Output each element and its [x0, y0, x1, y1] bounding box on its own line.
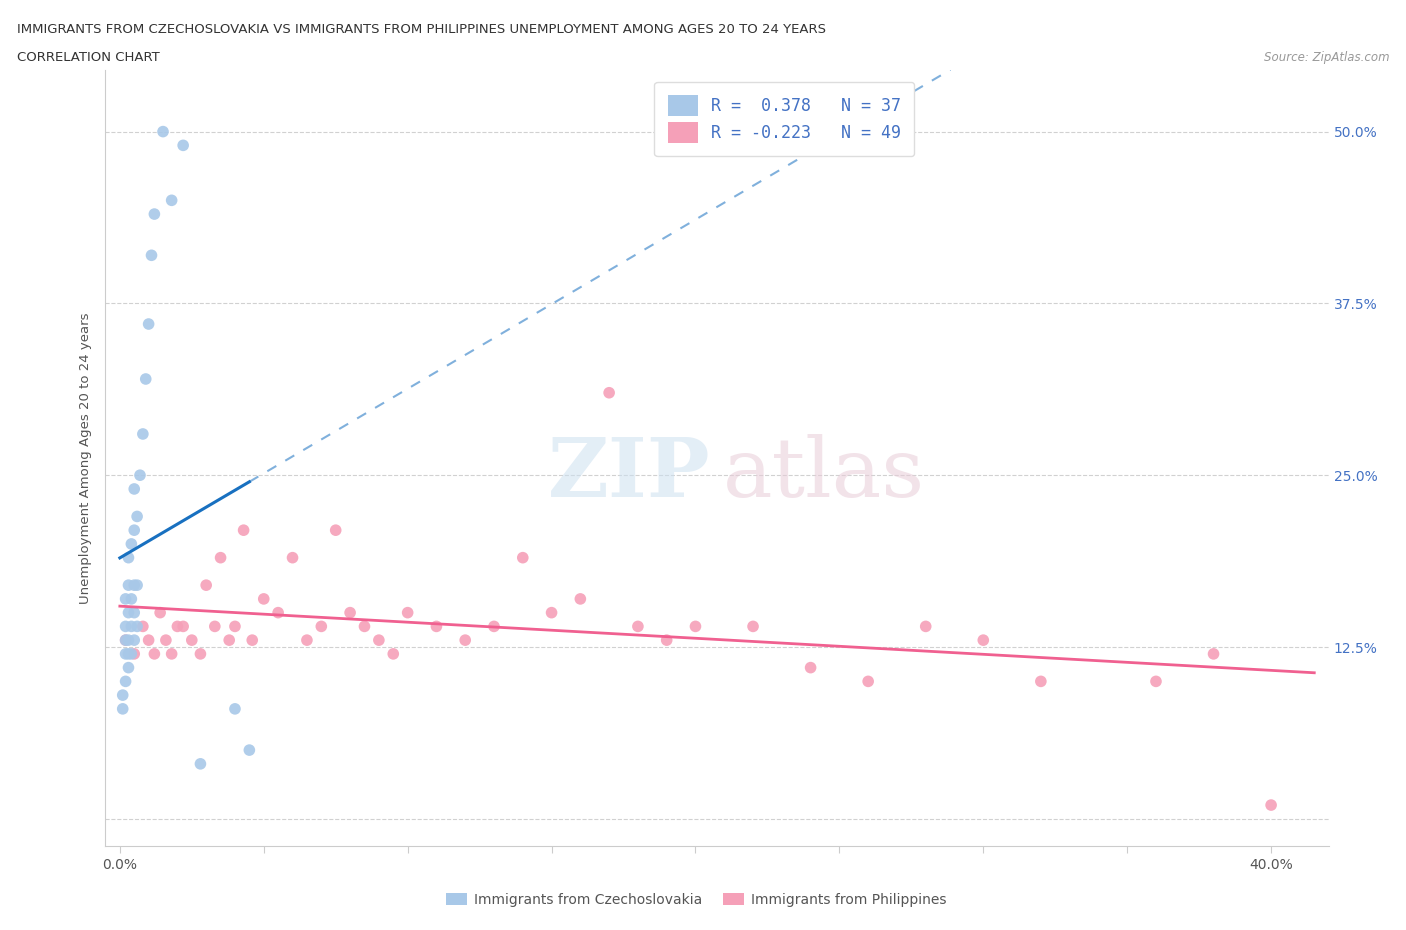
Point [972, 632, 994, 647]
Point [281, 551, 304, 565]
Point [311, 619, 333, 634]
Point [655, 632, 678, 647]
Point [267, 605, 290, 620]
Point [204, 619, 226, 634]
Point [114, 674, 136, 689]
Point [127, 578, 149, 592]
Text: CORRELATION CHART: CORRELATION CHART [17, 51, 160, 64]
Point [856, 674, 879, 689]
Point [117, 632, 139, 647]
Point [1029, 674, 1052, 689]
Point [367, 632, 389, 647]
Point [117, 578, 139, 592]
Point [224, 701, 246, 716]
Point [120, 619, 142, 634]
Point [114, 632, 136, 647]
Point [132, 619, 155, 634]
Point [149, 605, 172, 620]
Point [122, 632, 145, 647]
Point [232, 523, 254, 538]
Point [540, 605, 562, 620]
Point [143, 206, 166, 221]
Point [117, 646, 139, 661]
Legend: R =  0.378   N = 37, R = -0.223   N = 49: R = 0.378 N = 37, R = -0.223 N = 49 [654, 82, 914, 156]
Legend: Immigrants from Czechoslovakia, Immigrants from Philippines: Immigrants from Czechoslovakia, Immigran… [446, 893, 946, 907]
Point [160, 646, 183, 661]
Point [166, 619, 188, 634]
Point [160, 193, 183, 207]
Point [425, 619, 447, 634]
Point [190, 646, 212, 661]
Point [180, 632, 202, 647]
Point [114, 591, 136, 606]
Text: Source: ZipAtlas.com: Source: ZipAtlas.com [1264, 51, 1389, 64]
Point [138, 316, 160, 331]
Point [141, 248, 163, 263]
Point [396, 605, 419, 620]
Point [129, 468, 152, 483]
Point [155, 632, 177, 647]
Point [132, 427, 155, 442]
Y-axis label: Unemployment Among Ages 20 to 24 years: Unemployment Among Ages 20 to 24 years [79, 312, 93, 604]
Point [339, 605, 361, 620]
Point [253, 591, 276, 606]
Point [135, 372, 157, 387]
Point [172, 138, 194, 153]
Point [190, 756, 212, 771]
Point [120, 537, 142, 551]
Point [742, 619, 765, 634]
Point [195, 578, 218, 592]
Point [120, 591, 142, 606]
Point [240, 632, 263, 647]
Point [114, 646, 136, 661]
Point [800, 660, 823, 675]
Point [914, 619, 936, 634]
Point [382, 646, 405, 661]
Point [122, 523, 145, 538]
Point [117, 605, 139, 620]
Point [127, 619, 149, 634]
Point [172, 619, 194, 634]
Point [627, 619, 650, 634]
Point [1144, 674, 1167, 689]
Point [295, 632, 318, 647]
Text: IMMIGRANTS FROM CZECHOSLOVAKIA VS IMMIGRANTS FROM PHILIPPINES UNEMPLOYMENT AMONG: IMMIGRANTS FROM CZECHOSLOVAKIA VS IMMIGR… [17, 23, 825, 36]
Point [152, 125, 174, 140]
Point [482, 619, 505, 634]
Point [218, 632, 240, 647]
Point [598, 385, 620, 400]
Point [117, 660, 139, 675]
Point [454, 632, 477, 647]
Text: atlas: atlas [723, 433, 925, 513]
Point [122, 482, 145, 497]
Point [138, 632, 160, 647]
Point [353, 619, 375, 634]
Point [114, 619, 136, 634]
Text: ZIP: ZIP [548, 433, 711, 513]
Point [1202, 646, 1225, 661]
Point [114, 632, 136, 647]
Point [111, 687, 134, 702]
Point [325, 523, 347, 538]
Point [685, 619, 707, 634]
Point [512, 551, 534, 565]
Point [1260, 798, 1282, 813]
Point [569, 591, 592, 606]
Point [127, 509, 149, 524]
Point [238, 743, 260, 758]
Point [143, 646, 166, 661]
Point [111, 701, 134, 716]
Point [122, 578, 145, 592]
Point [117, 551, 139, 565]
Point [224, 619, 246, 634]
Point [120, 646, 142, 661]
Point [122, 646, 145, 661]
Point [122, 605, 145, 620]
Point [209, 551, 232, 565]
